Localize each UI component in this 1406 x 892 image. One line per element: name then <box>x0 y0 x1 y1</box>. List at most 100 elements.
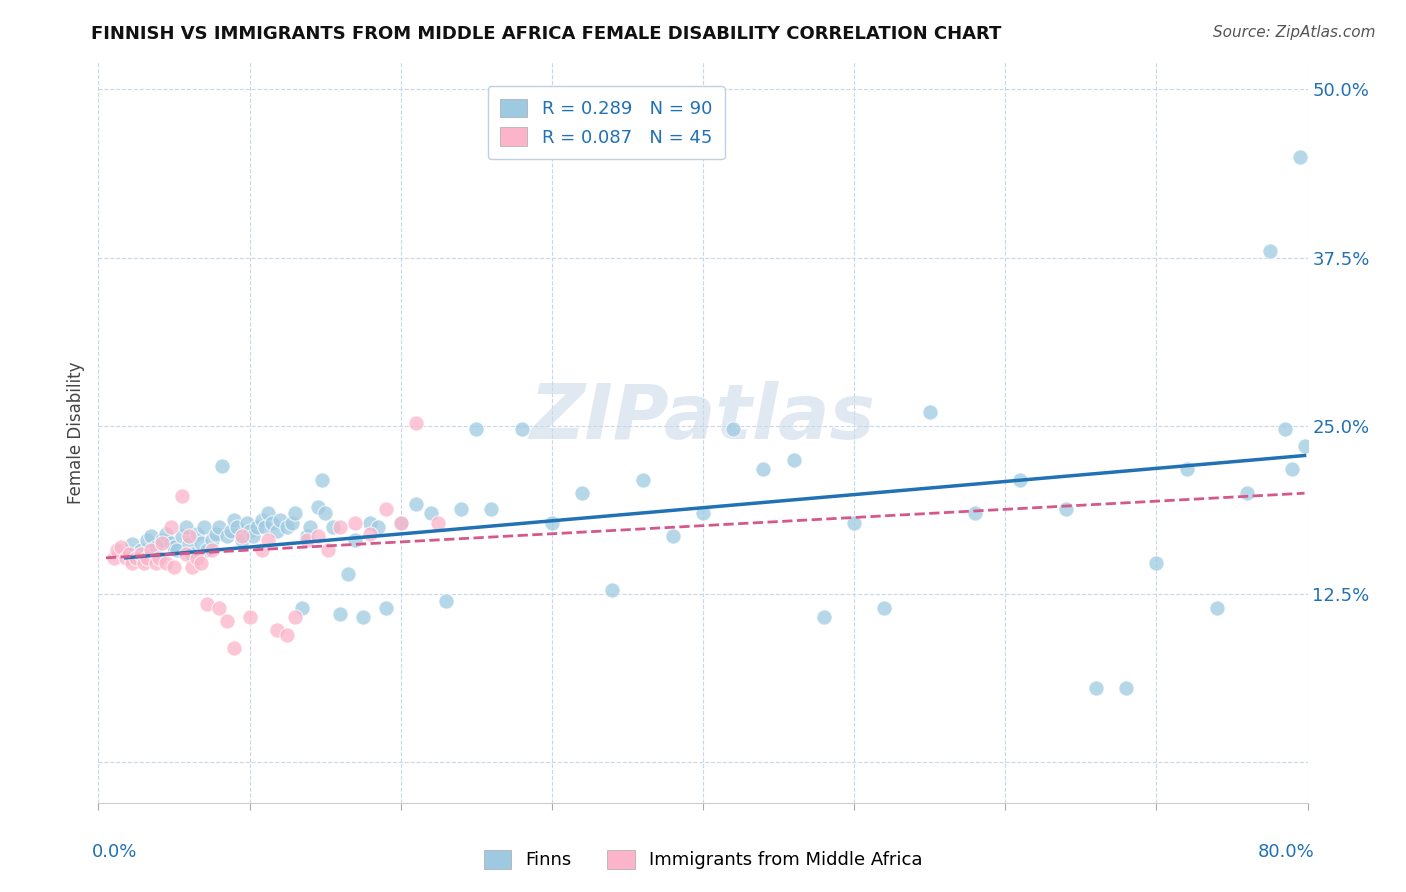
Y-axis label: Female Disability: Female Disability <box>66 361 84 504</box>
Point <box>873 600 896 615</box>
Point <box>160 520 183 534</box>
Point <box>190 536 212 550</box>
Point <box>160 536 183 550</box>
Point <box>295 529 318 543</box>
Point <box>374 600 396 615</box>
Point <box>250 513 273 527</box>
Point <box>1236 486 1258 500</box>
Point <box>1274 421 1296 435</box>
Point <box>813 610 835 624</box>
Point <box>307 529 329 543</box>
Point <box>121 556 143 570</box>
Point <box>195 597 218 611</box>
Point <box>201 542 224 557</box>
Point <box>692 507 714 521</box>
Point <box>1294 439 1316 453</box>
Point <box>295 533 318 548</box>
Legend: Finns, Immigrants from Middle Africa: Finns, Immigrants from Middle Africa <box>474 841 932 879</box>
Point <box>231 529 253 543</box>
Point <box>434 594 457 608</box>
Point <box>179 529 201 543</box>
Point <box>226 520 249 534</box>
Point <box>329 607 352 622</box>
Point <box>155 556 177 570</box>
Point <box>374 502 396 516</box>
Text: Source: ZipAtlas.com: Source: ZipAtlas.com <box>1212 25 1375 40</box>
Point <box>367 520 389 534</box>
Point <box>174 520 197 534</box>
Point <box>129 542 152 557</box>
Point <box>1010 473 1032 487</box>
Point <box>114 550 136 565</box>
Point <box>231 533 253 548</box>
Point <box>752 462 775 476</box>
Point <box>316 542 339 557</box>
Point <box>193 520 215 534</box>
Point <box>186 526 208 541</box>
Point <box>276 627 298 641</box>
Point <box>135 533 157 548</box>
Point <box>1206 600 1229 615</box>
Point <box>1289 150 1312 164</box>
Point <box>246 520 269 534</box>
Point <box>344 516 367 530</box>
Point <box>405 497 427 511</box>
Point <box>145 556 167 570</box>
Point <box>132 556 155 570</box>
Point <box>105 542 128 557</box>
Text: 0.0%: 0.0% <box>91 843 136 861</box>
Point <box>314 507 336 521</box>
Point <box>129 547 152 561</box>
Point <box>170 489 193 503</box>
Point <box>783 452 806 467</box>
Point <box>311 473 333 487</box>
Point <box>360 516 382 530</box>
Point <box>1115 681 1137 696</box>
Point <box>540 516 562 530</box>
Text: FINNISH VS IMMIGRANTS FROM MIDDLE AFRICA FEMALE DISABILITY CORRELATION CHART: FINNISH VS IMMIGRANTS FROM MIDDLE AFRICA… <box>91 25 1001 43</box>
Point <box>190 556 212 570</box>
Point <box>329 520 352 534</box>
Point <box>284 610 307 624</box>
Point <box>250 542 273 557</box>
Point <box>276 520 298 534</box>
Point <box>215 529 238 543</box>
Point <box>205 526 228 541</box>
Point <box>965 507 987 521</box>
Point <box>224 513 246 527</box>
Point <box>844 516 866 530</box>
Point <box>215 614 238 628</box>
Point <box>450 502 472 516</box>
Point <box>211 459 233 474</box>
Point <box>266 524 288 538</box>
Point <box>163 560 186 574</box>
Point <box>145 540 167 554</box>
Point <box>1144 556 1167 570</box>
Point <box>224 640 246 655</box>
Point <box>918 405 941 419</box>
Point <box>299 520 322 534</box>
Point <box>141 542 163 557</box>
Point <box>1258 244 1281 258</box>
Point <box>148 550 170 565</box>
Point <box>360 526 382 541</box>
Point <box>661 529 683 543</box>
Point <box>465 421 488 435</box>
Point <box>201 533 224 548</box>
Point <box>1281 462 1303 476</box>
Text: ZIPatlas: ZIPatlas <box>530 381 876 455</box>
Point <box>631 473 654 487</box>
Point <box>389 516 412 530</box>
Point <box>181 547 204 561</box>
Point <box>110 540 132 554</box>
Point <box>322 520 344 534</box>
Point <box>239 610 262 624</box>
Point <box>239 524 262 538</box>
Point <box>510 421 533 435</box>
Point <box>284 507 307 521</box>
Point <box>1085 681 1108 696</box>
Point <box>256 533 278 548</box>
Point <box>166 542 188 557</box>
Point <box>352 610 374 624</box>
Point <box>481 502 503 516</box>
